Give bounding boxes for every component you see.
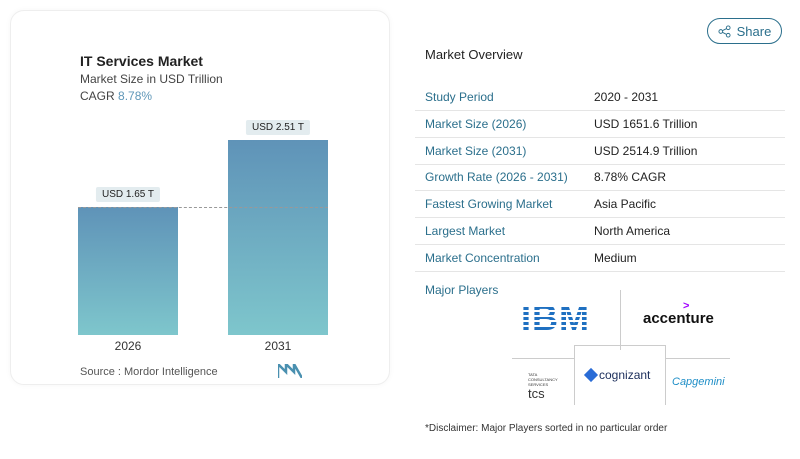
row-value: Asia Pacific: [594, 197, 657, 212]
ibm-logo: IBM: [521, 297, 590, 338]
cagr: CAGR 8.78%: [80, 89, 152, 103]
disclaimer: *Disclaimer: Major Players sorted in no …: [425, 423, 668, 434]
overview-row: Largest Market North America: [415, 218, 785, 245]
cognizant-logo: cognizant: [583, 367, 650, 383]
major-players-title: Major Players: [425, 283, 499, 297]
tcs-logo: TATA CONSULTANCY SERVICES tcs: [528, 372, 558, 401]
row-value: 8.78% CAGR: [594, 170, 667, 185]
row-value: Medium: [594, 250, 637, 265]
data-label: USD 1.65 T: [95, 186, 161, 202]
x-tick-label: 2026: [114, 339, 142, 353]
cagr-value: 8.78%: [118, 89, 153, 103]
reference-line: [78, 207, 328, 208]
data-label: USD 2.51 T: [245, 120, 311, 135]
accenture-logo: accenture >: [643, 300, 714, 327]
chart-subtitle: Market Size in USD Trillion: [80, 72, 223, 86]
row-label: Growth Rate (2026 - 2031): [425, 170, 568, 185]
overview-row: Market Size (2031) USD 2514.9 Trillion: [415, 138, 785, 165]
chart-title: IT Services Market: [80, 53, 203, 69]
row-label: Fastest Growing Market: [425, 197, 553, 212]
mordor-logo-icon: [278, 364, 302, 378]
source: Source : Mordor Intelligence: [80, 366, 218, 378]
share-icon: [718, 24, 731, 38]
row-value: USD 1651.6 Trillion: [594, 116, 698, 131]
overview-title: Market Overview: [425, 47, 523, 62]
x-tick-label: 2031: [264, 339, 292, 353]
row-value: USD 2514.9 Trillion: [594, 143, 698, 158]
row-label: Study Period: [425, 90, 494, 104]
overview-row: Growth Rate (2026 - 2031) 8.78% CAGR: [415, 164, 785, 192]
overview-row: Fastest Growing Market Asia Pacific: [415, 191, 785, 219]
overview-row: Market Concentration Medium: [415, 245, 785, 272]
row-label: Largest Market: [425, 224, 506, 238]
bar-2031: [228, 140, 328, 335]
row-value: 2020 - 2031: [594, 90, 659, 104]
share-button[interactable]: Share: [707, 18, 782, 44]
cagr-label: CAGR: [80, 89, 115, 103]
row-label: Market Size (2026): [425, 116, 527, 131]
row-label: Market Size (2031): [425, 143, 527, 158]
capgemini-logo: Capgemini: [672, 376, 725, 388]
overview-row: Study Period 2020 - 2031: [415, 84, 785, 111]
row-label: Market Concentration: [425, 250, 540, 265]
bar-2026: [78, 206, 178, 335]
row-value: North America: [594, 224, 671, 238]
overview-row: Market Size (2026) USD 1651.6 Trillion: [415, 111, 785, 138]
share-label: Share: [736, 23, 772, 39]
